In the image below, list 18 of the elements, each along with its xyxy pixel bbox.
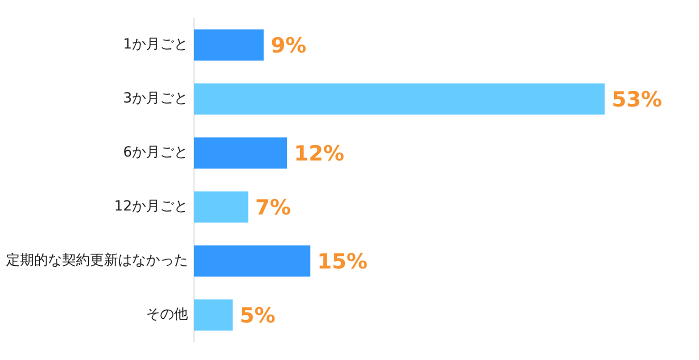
data-label: 53%	[612, 87, 662, 112]
data-label: 12%	[294, 141, 344, 166]
y-tick-label: 3か月ごと	[123, 90, 188, 107]
y-tick-label: その他	[146, 306, 188, 323]
data-label: 9%	[270, 33, 306, 58]
y-tick-label: 定期的な契約更新はなかった	[6, 252, 188, 269]
bar	[194, 299, 233, 331]
y-tick-label: 12か月ごと	[114, 198, 188, 215]
y-tick-label: 6か月ごと	[123, 144, 188, 161]
bar	[194, 245, 310, 277]
bar	[194, 83, 605, 115]
bar	[194, 29, 264, 61]
data-label: 5%	[240, 303, 276, 328]
bar	[194, 191, 248, 223]
data-label: 7%	[255, 195, 291, 220]
y-tick-label: 1か月ごと	[123, 36, 188, 53]
data-label: 15%	[317, 249, 368, 274]
bar	[194, 137, 287, 169]
